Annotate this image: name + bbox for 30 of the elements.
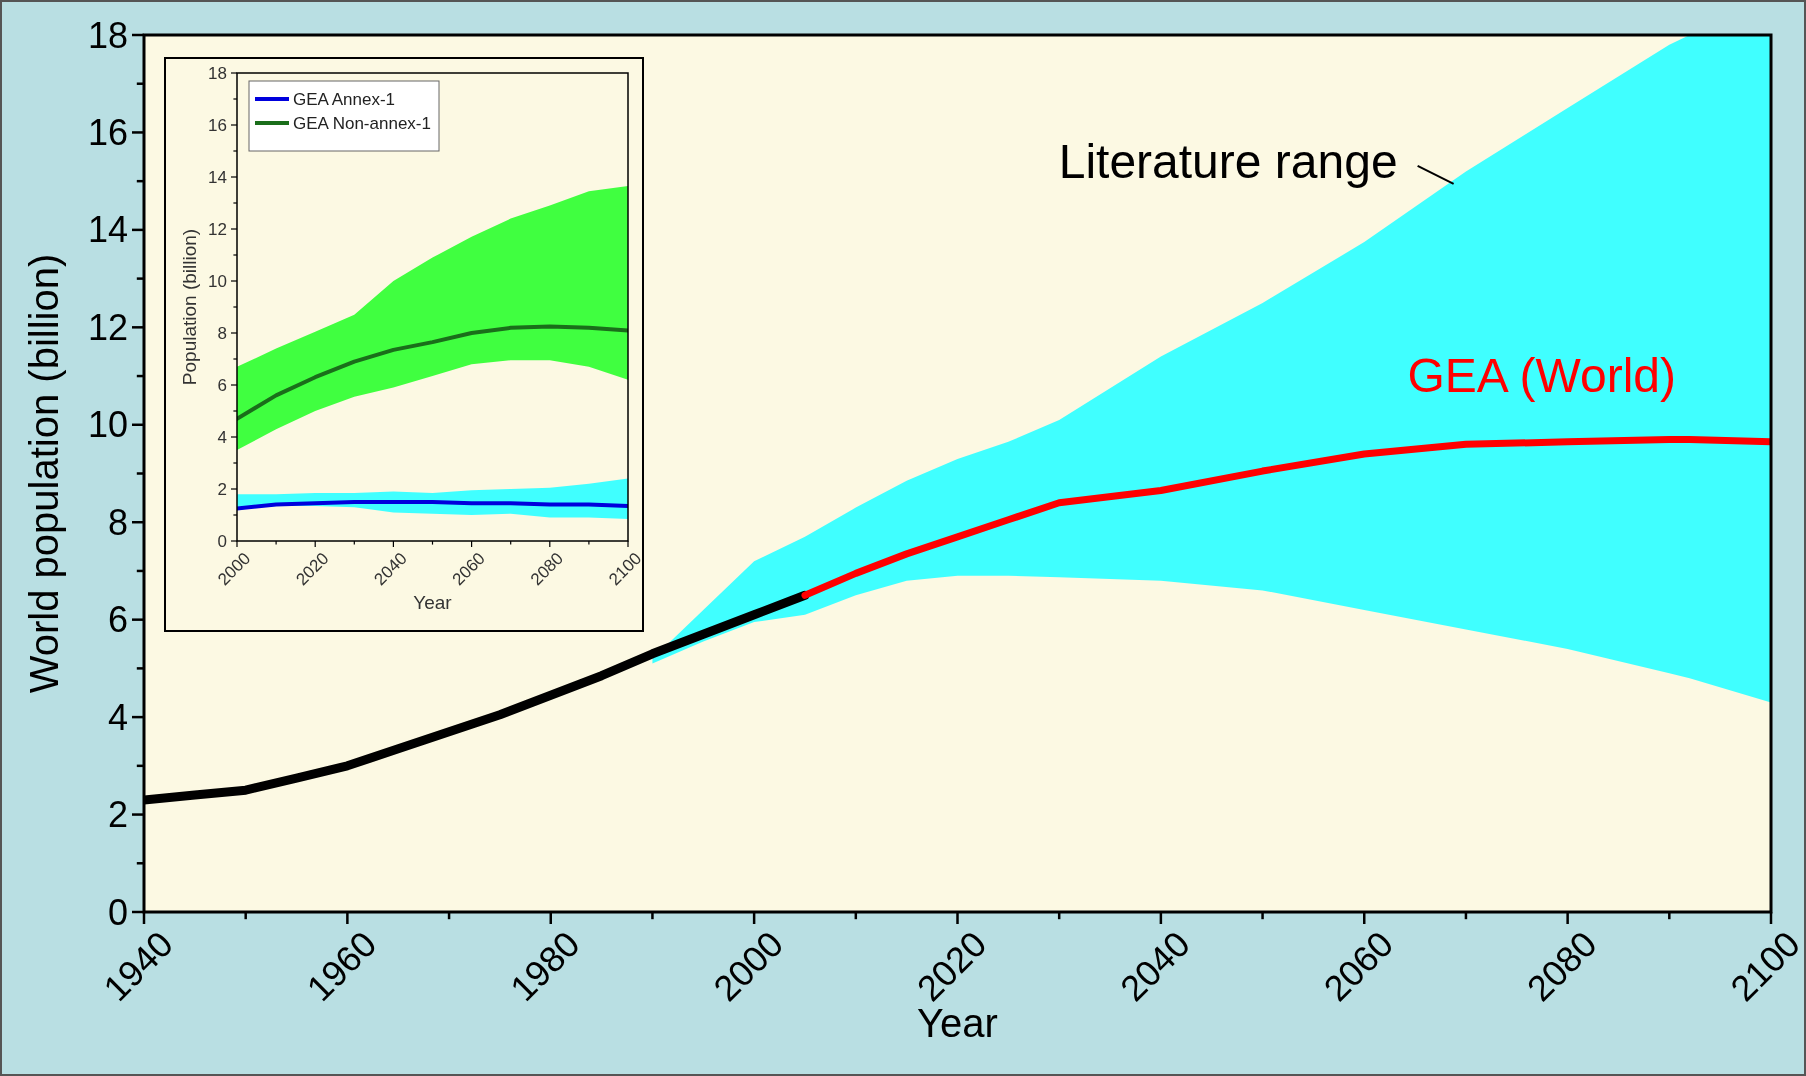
y-tick-label: 2 bbox=[107, 794, 128, 836]
y-tick-label: 14 bbox=[208, 167, 227, 187]
y-tick-label: 12 bbox=[87, 306, 128, 348]
y-tick-label: 16 bbox=[208, 115, 227, 135]
legend-label: GEA Annex-1 bbox=[293, 89, 396, 109]
y-tick-label: 10 bbox=[87, 404, 128, 446]
y-axis-title: Population (billion) bbox=[178, 228, 200, 386]
y-tick-label: 10 bbox=[208, 271, 227, 291]
y-tick-label: 0 bbox=[217, 531, 227, 551]
line-series bbox=[237, 324, 628, 421]
y-tick-label: 4 bbox=[107, 696, 128, 738]
x-axis-title: Year bbox=[917, 1001, 998, 1045]
y-tick-label: 16 bbox=[87, 111, 128, 153]
y-tick-label: 8 bbox=[217, 323, 227, 343]
legend-label: GEA Non-annex-1 bbox=[293, 113, 431, 133]
series-label: GEA (World) bbox=[1407, 348, 1676, 402]
y-axis-title: World population (billion) bbox=[22, 253, 66, 694]
y-tick-label: 6 bbox=[217, 375, 227, 395]
y-tick-label: 18 bbox=[87, 14, 128, 56]
y-tick-label: 2 bbox=[217, 479, 227, 499]
y-tick-label: 12 bbox=[208, 219, 227, 239]
y-tick-label: 18 bbox=[208, 63, 227, 83]
y-tick-label: 0 bbox=[107, 891, 128, 933]
y-tick-label: 14 bbox=[87, 209, 128, 251]
annotation: Literature range bbox=[1058, 134, 1398, 188]
line-series bbox=[237, 500, 628, 511]
y-tick-label: 4 bbox=[217, 427, 227, 447]
x-axis-title: Year bbox=[413, 592, 453, 613]
y-tick-label: 6 bbox=[107, 599, 128, 641]
y-tick-label: 8 bbox=[107, 501, 128, 543]
